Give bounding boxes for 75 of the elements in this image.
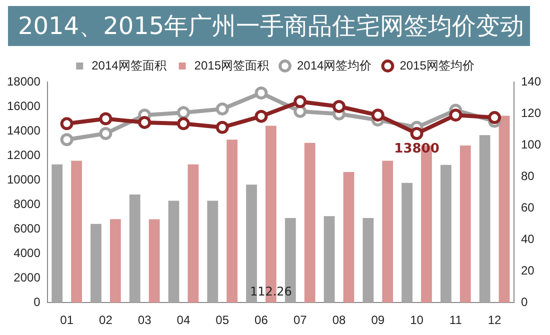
point [216, 102, 229, 116]
bar [110, 219, 121, 303]
y-tick-label: 6000 [14, 221, 41, 236]
bar [498, 116, 510, 303]
x-tick-label: 02 [99, 313, 113, 328]
x-tick-label: 03 [138, 313, 152, 328]
bar [129, 194, 140, 303]
x-tick-label: 07 [293, 313, 308, 328]
legend-label: 2014网签均价 [297, 58, 372, 72]
x-tick-label: 10 [410, 313, 424, 328]
point [60, 117, 74, 130]
bar [343, 172, 354, 303]
y-tick-label: 8000 [14, 196, 41, 211]
x-tick-label: 04 [176, 313, 190, 328]
x-tick-label: 05 [216, 313, 230, 328]
y2-tick-label: 20 [520, 263, 535, 278]
x-tick-label: 06 [254, 313, 268, 328]
point [254, 110, 268, 123]
bar [362, 218, 374, 303]
x-tick-label: 08 [332, 313, 346, 328]
chart-title: 2014、2015年广州一手商品住宅网签均价变动 [8, 6, 530, 46]
point [99, 126, 112, 140]
data-label: 13800 [394, 141, 440, 156]
legend-label: 2015网签均价 [400, 58, 474, 72]
y2-tick-label: 100 [520, 137, 542, 152]
bar [148, 219, 160, 303]
x-tick-label: 12 [488, 313, 502, 328]
bar [460, 146, 471, 303]
point [138, 116, 152, 129]
y-tick-label: 18000 [6, 74, 41, 88]
y-tick-label: 2000 [14, 270, 41, 284]
bar [304, 142, 316, 303]
point [216, 120, 229, 134]
point [371, 108, 384, 122]
y-tick-label: 12000 [6, 148, 41, 162]
bar [90, 224, 102, 303]
y2-tick-label: 40 [520, 232, 535, 246]
bar [440, 164, 452, 303]
x-tick-label: 01 [60, 313, 74, 328]
point [449, 108, 462, 122]
bar [226, 140, 238, 303]
y2-tick-label: 0 [520, 294, 528, 309]
point [99, 112, 112, 126]
y-tick-label: 10000 [6, 172, 41, 186]
y2-tick-label: 120 [520, 106, 542, 120]
y2-tick-label: 80 [520, 168, 535, 183]
bar [188, 164, 199, 303]
bar [168, 200, 180, 303]
legend-label: 2015网签面积 [194, 58, 270, 72]
bar [207, 200, 218, 303]
bar [71, 160, 82, 303]
point [410, 126, 424, 140]
point [176, 106, 190, 120]
point [60, 133, 74, 146]
legend-label: 2014网签面积 [92, 58, 166, 72]
y-tick-label: 4000 [14, 246, 41, 260]
bar [479, 135, 490, 303]
point [254, 86, 268, 100]
point [488, 111, 502, 124]
y-tick-label: 14000 [6, 123, 41, 138]
x-tick-label: 11 [449, 313, 462, 328]
bar [324, 216, 335, 303]
point [332, 100, 346, 114]
bar [52, 164, 63, 303]
y-tick-label: 0 [34, 294, 41, 309]
point [176, 117, 190, 130]
point [294, 95, 307, 108]
bar [402, 182, 412, 303]
x-tick-label: 09 [371, 313, 385, 328]
y-tick-label: 16000 [6, 98, 41, 113]
point [294, 104, 307, 118]
data-label: 112.26 [250, 284, 292, 299]
bar [382, 160, 394, 303]
y2-tick-label: 140 [520, 74, 542, 88]
y2-tick-label: 60 [520, 200, 535, 214]
